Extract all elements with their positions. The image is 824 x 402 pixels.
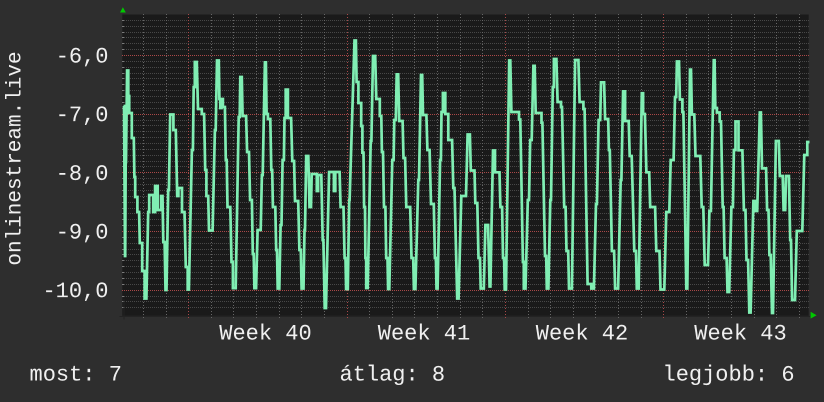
svg-text:most: 7: most: 7: [29, 363, 121, 388]
svg-text:Week 43: Week 43: [694, 321, 786, 346]
svg-text:-8,0: -8,0: [56, 162, 109, 187]
svg-text:átlag: 8: átlag: 8: [339, 363, 445, 388]
svg-text:-6,0: -6,0: [56, 44, 109, 69]
svg-text:Week 40: Week 40: [219, 321, 311, 346]
svg-text:onlinestream.live: onlinestream.live: [5, 51, 28, 265]
svg-text:legjobb: 6: legjobb: 6: [662, 363, 794, 388]
svg-text:Week 41: Week 41: [378, 321, 470, 346]
svg-text:-9,0: -9,0: [56, 220, 109, 245]
svg-text:-10,0: -10,0: [42, 279, 108, 304]
svg-text:Week 42: Week 42: [536, 321, 628, 346]
svg-text:-7,0: -7,0: [56, 103, 109, 128]
